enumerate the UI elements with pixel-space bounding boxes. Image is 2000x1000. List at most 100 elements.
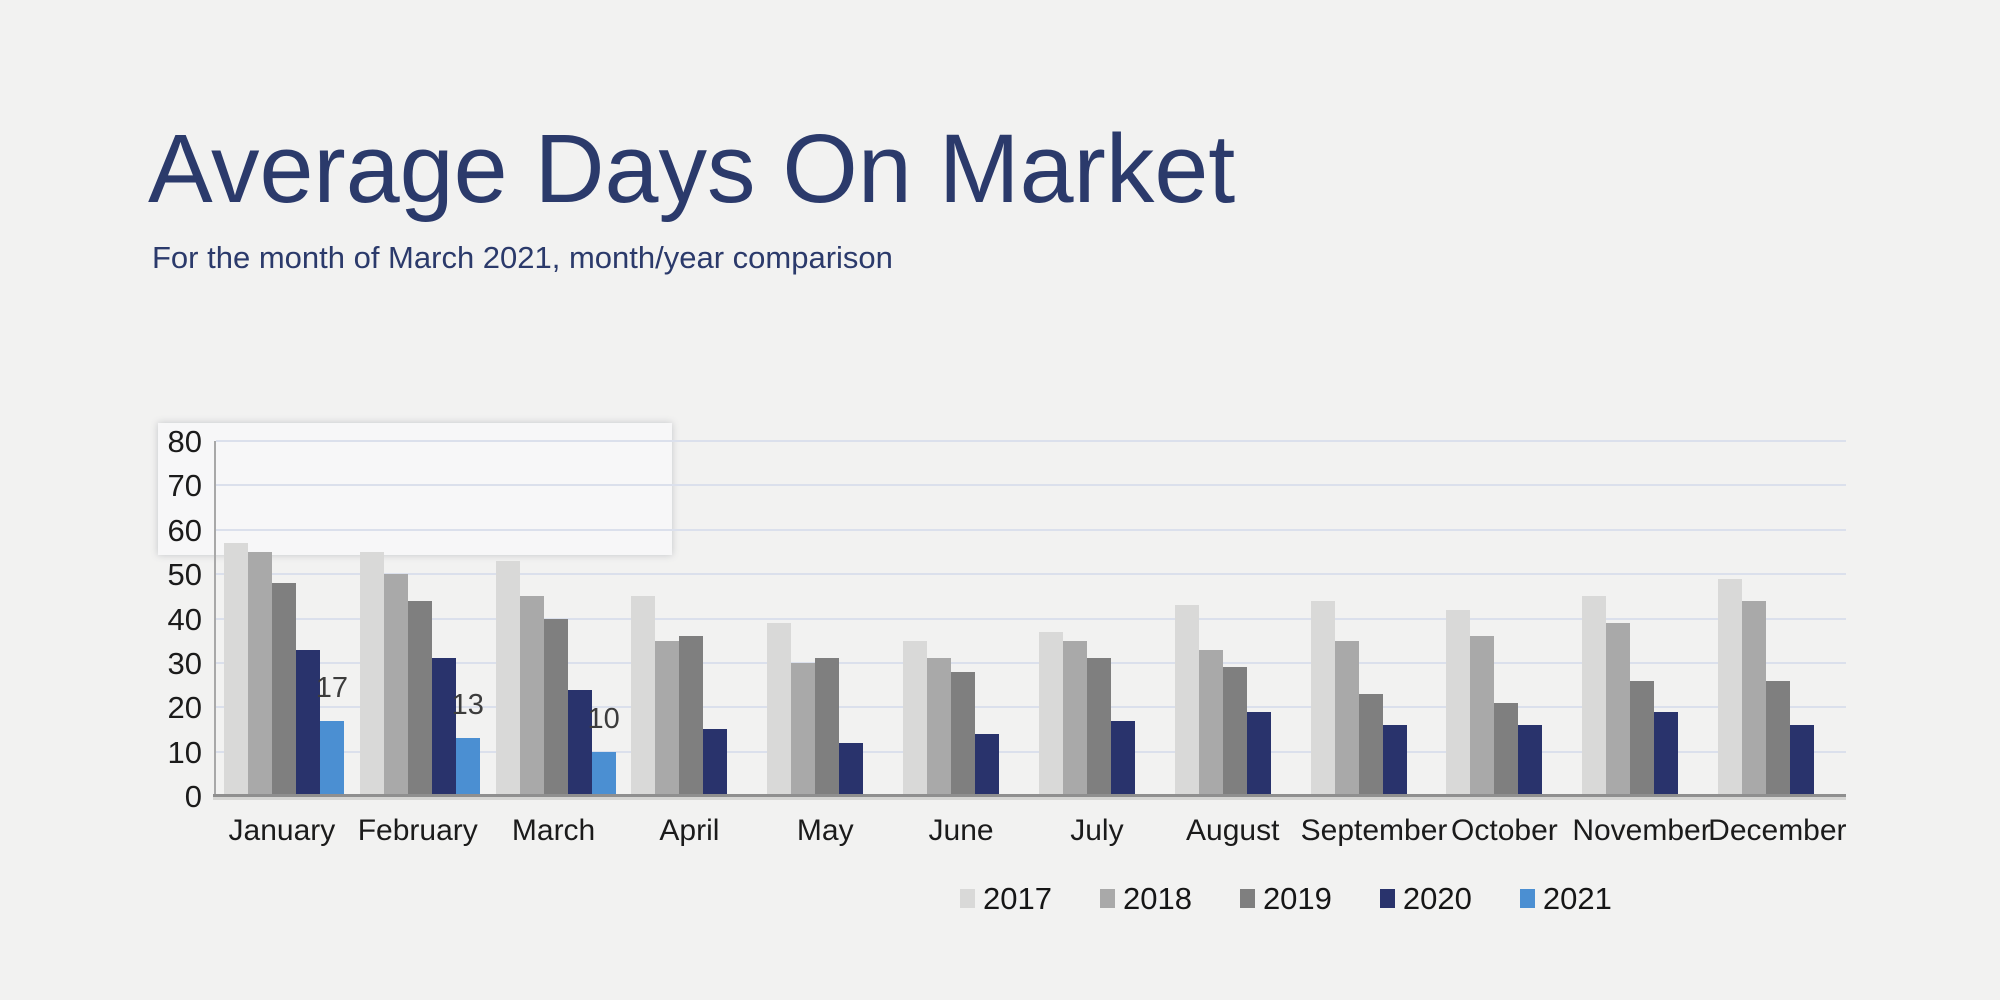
- bar-2020-december: [1790, 725, 1815, 796]
- bar-2019-july: [1086, 658, 1111, 796]
- x-axis-label-july: July: [1070, 814, 1124, 847]
- bar-2020-july: [1110, 720, 1135, 796]
- bar-2019-january: [271, 583, 296, 796]
- legend-item-2018: 2018: [1099, 881, 1192, 916]
- bar-2020-november: [1654, 711, 1679, 796]
- legend-label-2019: 2019: [1262, 881, 1332, 916]
- bar-2020-august: [1246, 711, 1271, 796]
- y-axis-tick-label: 20: [167, 690, 202, 726]
- bar-2019-april: [679, 636, 704, 796]
- x-axis-label-august: August: [1186, 814, 1280, 847]
- bar-2019-march: [543, 618, 568, 796]
- legend-label-2017: 2017: [983, 881, 1052, 916]
- legend-swatch-2018: [1099, 889, 1115, 908]
- bar-2020-april: [703, 729, 728, 796]
- y-axis-tick-label: 70: [167, 468, 202, 504]
- x-axis-label-april: April: [659, 814, 720, 847]
- x-axis-label-november: November: [1572, 814, 1711, 847]
- bar-2017-october: [1446, 609, 1471, 796]
- bar-2020-february: [431, 658, 456, 796]
- gridline-30: [216, 661, 1846, 664]
- bar-2019-december: [1766, 680, 1791, 796]
- x-axis-line: [213, 794, 1846, 797]
- bar-2017-december: [1718, 578, 1743, 796]
- bar-2019-june: [951, 671, 976, 796]
- bar-2018-october: [1470, 636, 1495, 796]
- y-axis-tick-label: 40: [167, 601, 202, 637]
- bar-2018-july: [1062, 640, 1087, 796]
- legend-swatch-2017: [960, 889, 975, 908]
- bar-2020-may: [839, 742, 864, 796]
- bar-2018-september: [1334, 640, 1359, 796]
- bar-2018-may: [791, 662, 816, 796]
- legend-label-2018: 2018: [1122, 881, 1192, 916]
- bar-2019-september: [1358, 693, 1383, 796]
- bar-2020-june: [975, 733, 1000, 796]
- bar-2018-february: [383, 574, 408, 796]
- chart-legend: 2017 2018 2019 2020 2021: [960, 883, 1612, 914]
- bar-2019-november: [1630, 680, 1655, 796]
- bar-2020-october: [1518, 725, 1543, 796]
- x-axis-label-january: January: [228, 814, 336, 847]
- bar-2021-january: [319, 720, 344, 796]
- gridline-60: [216, 528, 1846, 531]
- bar-2020-january: [295, 649, 320, 796]
- bar-2018-april: [655, 640, 680, 796]
- bar-2017-january: [223, 543, 248, 796]
- bar-2021-february: [455, 738, 480, 796]
- x-axis-label-may: May: [796, 814, 854, 847]
- x-axis-label-february: February: [357, 814, 478, 847]
- x-axis-label-march: March: [511, 814, 596, 847]
- x-axis-line-shadow: [213, 797, 1846, 800]
- legend-item-2021: 2021: [1519, 881, 1612, 916]
- page-title: Average Days On Market: [148, 114, 1236, 223]
- y-axis-tick-label: 30: [167, 645, 202, 681]
- bar-2020-march: [567, 689, 592, 796]
- legend-item-2019: 2019: [1239, 881, 1332, 916]
- bar-2018-august: [1198, 649, 1223, 796]
- x-axis-label-june: June: [928, 814, 994, 847]
- y-axis-tick-label: 60: [167, 512, 202, 548]
- bar-2017-august: [1174, 605, 1199, 796]
- x-axis-label-december: December: [1708, 814, 1847, 847]
- y-axis-tick-label: 80: [167, 424, 202, 459]
- y-axis-tick-label: 10: [167, 734, 202, 770]
- gridline-50: [216, 573, 1846, 576]
- gridline-80: [216, 440, 1846, 442]
- gridline-70: [216, 484, 1846, 487]
- bar-2017-september: [1310, 600, 1335, 796]
- legend-item-2020: 2020: [1379, 881, 1472, 916]
- legend-swatch-2020: [1379, 889, 1395, 908]
- value-label-2021-january: 17: [315, 671, 349, 704]
- legend-label-2020: 2020: [1402, 881, 1472, 916]
- bar-2018-march: [519, 596, 544, 796]
- bar-2018-november: [1606, 622, 1631, 796]
- gridline-40: [216, 617, 1846, 620]
- bar-2019-october: [1494, 702, 1519, 796]
- gridline-20: [216, 706, 1846, 709]
- x-axis-label-october: October: [1451, 814, 1558, 847]
- gridline-10: [216, 750, 1846, 753]
- bar-2018-december: [1742, 600, 1767, 796]
- bar-2017-may: [767, 622, 792, 796]
- bar-2017-march: [495, 560, 520, 796]
- chart-highlight-panel: [158, 423, 672, 555]
- y-axis-tick-label: 50: [167, 557, 202, 593]
- bar-2018-june: [927, 658, 952, 796]
- bar-2020-september: [1382, 725, 1407, 796]
- legend-item-2017: 2017: [960, 883, 1052, 914]
- bar-2021-march: [591, 751, 616, 796]
- bar-2017-july: [1038, 631, 1063, 796]
- bar-2017-february: [359, 551, 384, 796]
- bar-2017-april: [631, 596, 656, 796]
- page-subtitle: For the month of March 2021, month/year …: [152, 240, 893, 275]
- bar-2019-february: [407, 600, 432, 796]
- value-label-2021-february: 13: [451, 689, 484, 722]
- x-axis-label-september: September: [1300, 814, 1448, 847]
- bar-2019-august: [1222, 667, 1247, 796]
- bar-2017-june: [903, 640, 928, 796]
- legend-label-2021: 2021: [1542, 881, 1612, 916]
- legend-swatch-2019: [1239, 889, 1255, 908]
